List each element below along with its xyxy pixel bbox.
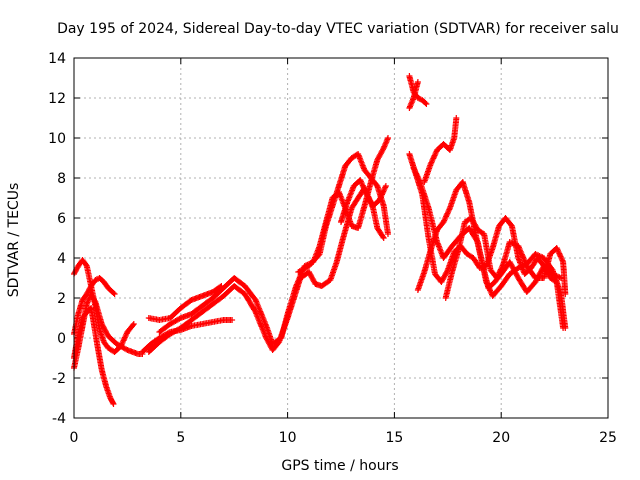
x-tick-label: 15 xyxy=(385,430,403,446)
y-tick-label: -2 xyxy=(52,371,66,387)
series-markers xyxy=(410,165,569,331)
series-markers xyxy=(139,317,236,355)
series-track-f xyxy=(145,283,225,323)
x-tick-label: 10 xyxy=(279,430,297,446)
series-markers xyxy=(295,151,391,275)
series-markers xyxy=(145,283,225,323)
y-tick-label: 14 xyxy=(48,51,66,67)
y-tick-label: 8 xyxy=(57,171,66,187)
series-track-p xyxy=(421,115,460,185)
y-tick-label: 0 xyxy=(57,331,66,347)
y-tick-label: 12 xyxy=(48,91,66,107)
series-track-i xyxy=(295,151,391,275)
x-tick-label: 0 xyxy=(70,430,79,446)
y-tick-label: 2 xyxy=(57,291,66,307)
series-track-l xyxy=(406,79,421,111)
plot-frame xyxy=(73,57,609,419)
x-tick-label: 25 xyxy=(599,430,617,446)
series-track-h xyxy=(139,317,236,355)
series-markers xyxy=(338,177,389,225)
series-track-q xyxy=(442,215,569,301)
x-axis-label: GPS time / hours xyxy=(281,458,398,474)
series-track-o xyxy=(410,165,569,331)
series-markers xyxy=(442,215,569,301)
series-markers xyxy=(421,115,460,185)
series-track-j xyxy=(338,177,389,225)
x-tick-labels: 0 5 10 15 20 25 xyxy=(70,430,617,446)
series-markers xyxy=(406,79,421,111)
x-tick-label: 20 xyxy=(492,430,510,446)
data-marks xyxy=(71,73,569,407)
y-tick-label: -4 xyxy=(52,411,66,427)
y-tick-label: 10 xyxy=(48,131,66,147)
chart-title: Day 195 of 2024, Sidereal Day-to-day VTE… xyxy=(57,21,619,37)
y-tick-label: 4 xyxy=(57,251,66,267)
x-tick-label: 5 xyxy=(176,430,185,446)
y-axis-label: SDTVAR / TECUs xyxy=(6,183,22,298)
y-tick-label: 6 xyxy=(57,211,66,227)
y-tick-labels: -4 -2 0 2 4 6 8 10 12 14 xyxy=(48,51,66,427)
